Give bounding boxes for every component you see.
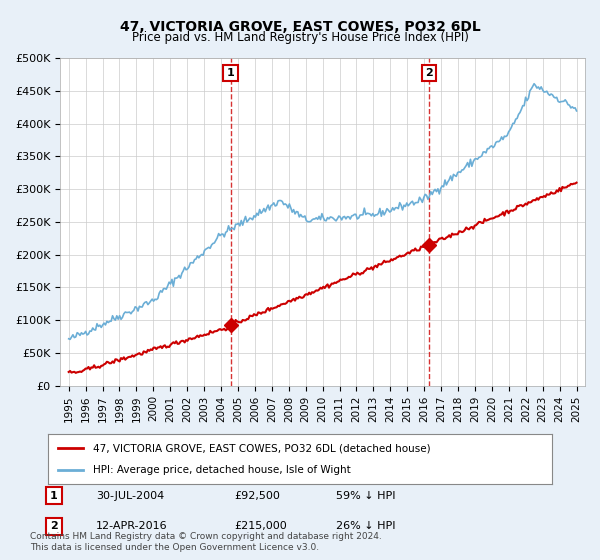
Text: 59% ↓ HPI: 59% ↓ HPI bbox=[336, 491, 395, 501]
Text: 47, VICTORIA GROVE, EAST COWES, PO32 6DL: 47, VICTORIA GROVE, EAST COWES, PO32 6DL bbox=[119, 20, 481, 34]
Text: 2: 2 bbox=[425, 68, 433, 78]
Text: £92,500: £92,500 bbox=[234, 491, 280, 501]
Text: £215,000: £215,000 bbox=[234, 521, 287, 531]
Text: 2: 2 bbox=[50, 521, 58, 531]
Text: 30-JUL-2004: 30-JUL-2004 bbox=[96, 491, 164, 501]
Text: 47, VICTORIA GROVE, EAST COWES, PO32 6DL (detached house): 47, VICTORIA GROVE, EAST COWES, PO32 6DL… bbox=[94, 443, 431, 453]
Text: 1: 1 bbox=[227, 68, 235, 78]
Text: 1: 1 bbox=[50, 491, 58, 501]
Text: HPI: Average price, detached house, Isle of Wight: HPI: Average price, detached house, Isle… bbox=[94, 465, 351, 475]
Text: Contains HM Land Registry data © Crown copyright and database right 2024.
This d: Contains HM Land Registry data © Crown c… bbox=[30, 532, 382, 552]
Text: 26% ↓ HPI: 26% ↓ HPI bbox=[336, 521, 395, 531]
Text: Price paid vs. HM Land Registry's House Price Index (HPI): Price paid vs. HM Land Registry's House … bbox=[131, 31, 469, 44]
Text: 12-APR-2016: 12-APR-2016 bbox=[96, 521, 167, 531]
